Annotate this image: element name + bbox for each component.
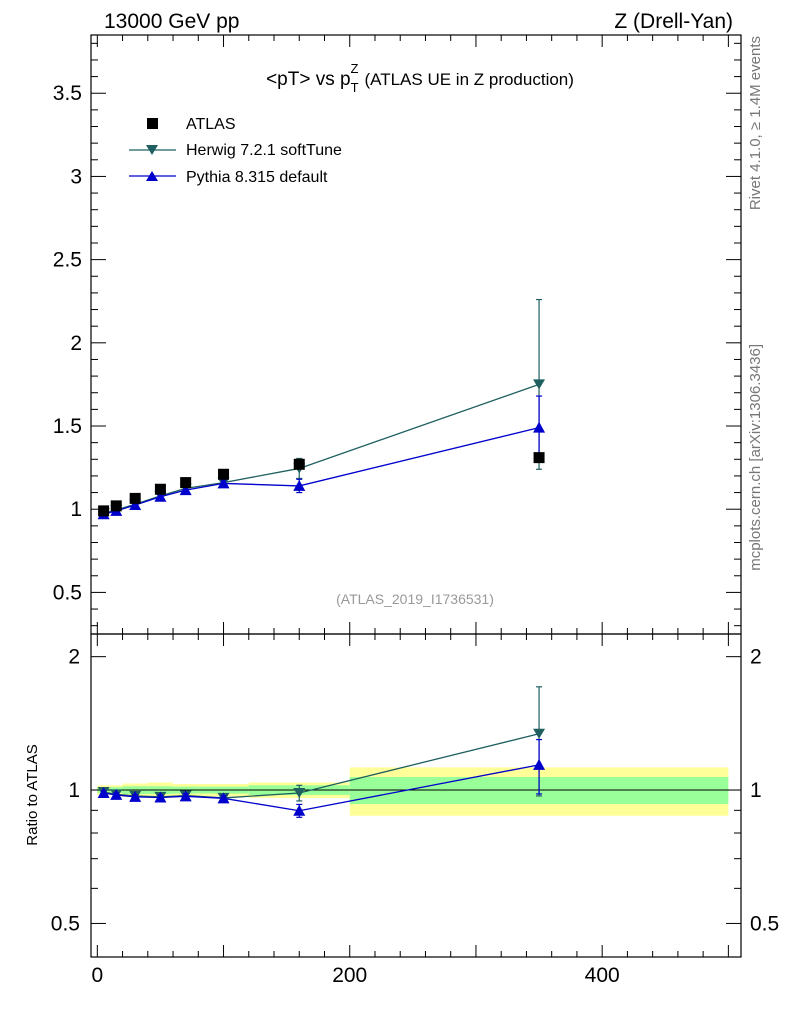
legend-label-herwig: Herwig 7.2.1 softTune	[186, 142, 342, 159]
ratio-ytick-label-right-1: 1	[750, 779, 762, 802]
ratio-herwig-line	[103, 733, 540, 799]
header-energy: 13000 GeV pp	[104, 10, 239, 33]
main-pythia-point-5	[217, 477, 230, 489]
legend-marker-herwig	[146, 145, 158, 155]
title-sup: Z	[351, 61, 359, 76]
x-tick-label-400: 400	[585, 964, 620, 987]
ratio-ytick-label-right-0: 0.5	[750, 912, 779, 935]
main-ytick-label-6: 3.5	[53, 82, 82, 105]
main-atlas-point-1	[110, 500, 122, 512]
side-rivet-label: Rivet 4.1.0, ≥ 1.4M events	[747, 36, 764, 210]
legend-marker-pythia	[146, 171, 158, 181]
ratio-pythia-point-2	[129, 790, 142, 802]
ratio-plot-frame	[90, 633, 742, 958]
main-pythia-line	[103, 427, 540, 515]
legend: ATLAS Herwig 7.2.1 softTune Pythia 8.315…	[129, 116, 342, 186]
ratio-pythia-point-5	[217, 792, 230, 804]
title-sub: T	[351, 80, 359, 95]
ratio-ylabel: Ratio to ATLAS	[24, 744, 41, 845]
main-atlas-point-6	[293, 458, 305, 470]
ratio-herwig-point-6	[293, 787, 306, 798]
ratio-ytick-label-left-1: 1	[68, 779, 80, 802]
main-herwig-point-7	[533, 379, 546, 390]
side-mcplots-label: mcplots.cern.ch [arXiv:1306.3436]	[747, 344, 764, 571]
main-ytick-label-2: 1.5	[53, 415, 82, 438]
ratio-pythia-point-4	[179, 790, 192, 802]
ratio-ytick-label-left-2: 2	[68, 646, 80, 669]
ratio-pythia-point-1	[110, 788, 123, 800]
legend-marker-atlas	[147, 118, 158, 129]
main-atlas-point-5	[218, 468, 230, 480]
main-atlas-point-0	[98, 505, 110, 517]
ratio-pythia-point-6	[293, 804, 306, 816]
x-tick-label-200: 200	[332, 964, 367, 987]
ratio-pythia-point-3	[154, 791, 167, 803]
title-main: <pT> vs p	[266, 69, 351, 90]
main-ytick-label-4: 2.5	[53, 249, 82, 272]
main-pythia-point-2	[129, 499, 142, 511]
main-ytick-label-0: 0.5	[53, 581, 82, 604]
ratio-ytick-label-right-2: 2	[750, 646, 762, 669]
analysis-watermark: (ATLAS_2019_I1736531)	[336, 591, 494, 607]
main-pythia-point-3	[154, 490, 167, 502]
x-tick-label-0: 0	[91, 964, 103, 987]
ratio-herwig-point-7	[533, 728, 546, 739]
main-pythia-point-4	[179, 484, 192, 496]
main-pythia-point-6	[293, 479, 306, 491]
legend-label-pythia: Pythia 8.315 default	[186, 169, 328, 186]
main-atlas-point-7	[533, 452, 545, 464]
main-atlas-point-3	[154, 483, 166, 495]
legend-label-atlas: ATLAS	[186, 116, 236, 133]
main-atlas-point-4	[180, 477, 192, 489]
ratio-pythia-point-0	[97, 786, 110, 798]
main-atlas-point-2	[129, 492, 141, 504]
header-process: Z (Drell-Yan)	[614, 10, 733, 33]
ratio-pythia-point-7	[533, 758, 546, 770]
main-ytick-label-1: 1	[70, 498, 82, 521]
ratio-ytick-label-left-0: 0.5	[51, 912, 80, 935]
main-pythia-point-7	[533, 421, 546, 433]
main-plot-title: <pT> vs pTZ (ATLAS UE in Z production)	[266, 61, 574, 95]
title-rest: (ATLAS UE in Z production)	[364, 70, 573, 89]
main-ytick-label-3: 2	[70, 332, 82, 355]
main-ytick-label-5: 3	[70, 165, 82, 188]
